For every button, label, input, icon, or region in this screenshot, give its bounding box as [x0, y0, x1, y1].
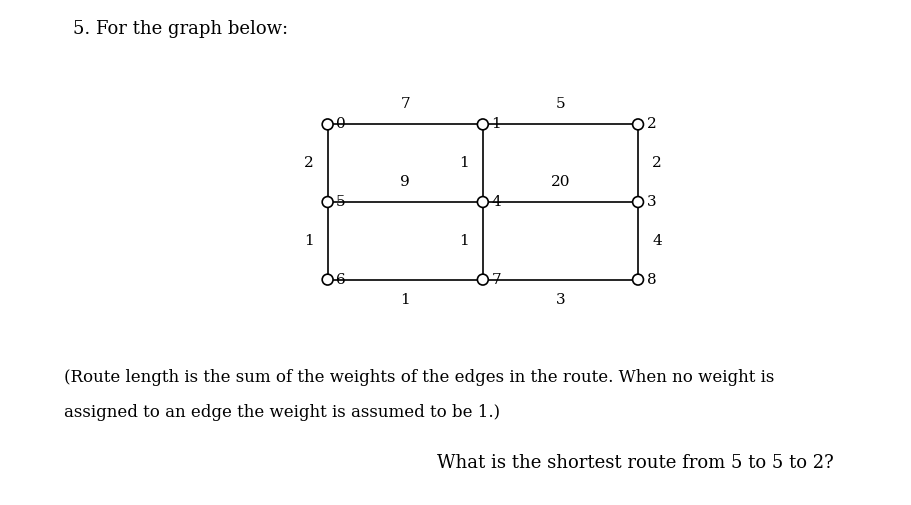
Text: 20: 20: [550, 175, 570, 189]
Text: 2: 2: [647, 117, 656, 131]
Circle shape: [322, 274, 333, 285]
Text: 0: 0: [336, 117, 346, 131]
Circle shape: [632, 196, 643, 208]
Text: 1: 1: [459, 156, 469, 170]
Text: 2: 2: [304, 156, 313, 170]
Circle shape: [477, 119, 488, 130]
Text: 4: 4: [491, 195, 501, 209]
Text: 5: 5: [556, 97, 565, 111]
Text: 3: 3: [647, 195, 656, 209]
Text: 2: 2: [652, 156, 661, 170]
Text: (Route length is the sum of the weights of the edges in the route. When no weigh: (Route length is the sum of the weights …: [64, 369, 774, 386]
Text: 1: 1: [491, 117, 501, 131]
Text: 7: 7: [491, 273, 501, 287]
Circle shape: [477, 274, 488, 285]
Text: 5. For the graph below:: 5. For the graph below:: [73, 20, 288, 38]
Text: 1: 1: [459, 234, 469, 248]
Circle shape: [477, 196, 488, 208]
Text: 3: 3: [556, 293, 565, 307]
Text: 5: 5: [336, 195, 346, 209]
Text: 9: 9: [400, 175, 410, 189]
Text: What is the shortest route from 5 to 5 to 2?: What is the shortest route from 5 to 5 t…: [437, 454, 834, 473]
Text: assigned to an edge the weight is assumed to be 1.): assigned to an edge the weight is assume…: [64, 404, 500, 421]
Text: 7: 7: [401, 97, 410, 111]
Circle shape: [322, 119, 333, 130]
Text: 1: 1: [400, 293, 410, 307]
Circle shape: [632, 119, 643, 130]
Text: 4: 4: [652, 234, 661, 248]
Text: 6: 6: [336, 273, 346, 287]
Circle shape: [632, 274, 643, 285]
Circle shape: [322, 196, 333, 208]
Text: 1: 1: [304, 234, 313, 248]
Text: 8: 8: [647, 273, 656, 287]
